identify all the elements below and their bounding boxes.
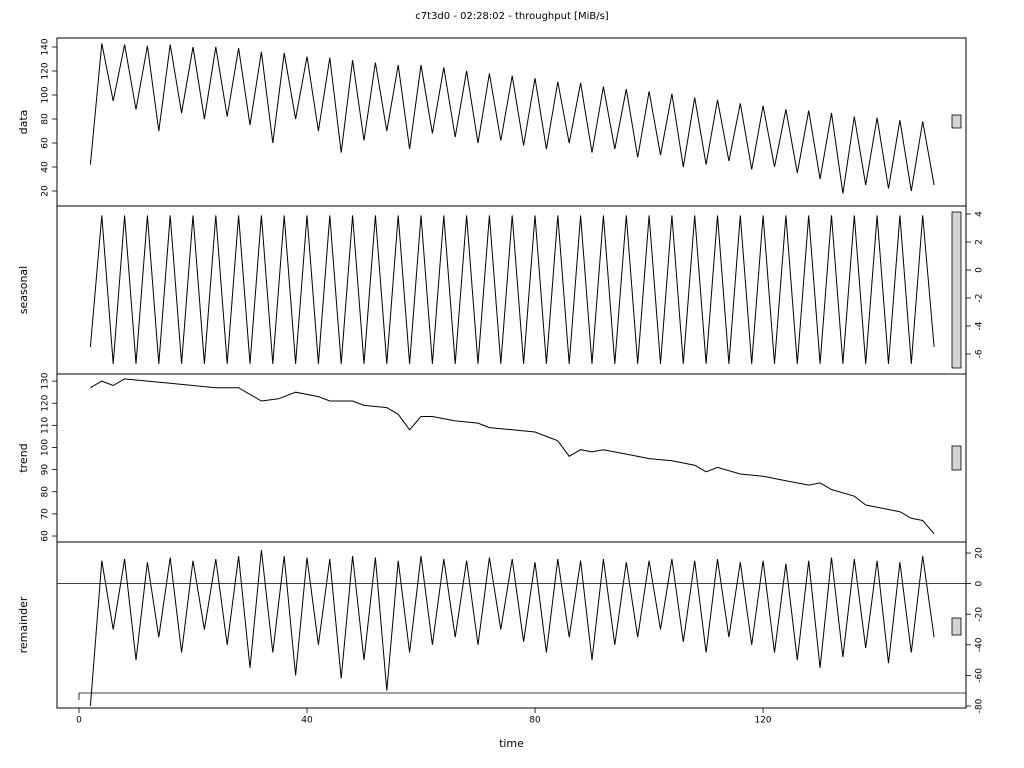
range-bar (951, 445, 962, 471)
y-tick-label: 100 (41, 86, 51, 103)
y-tick-label: 0 (975, 267, 985, 273)
y-tick-label: 2 (975, 239, 985, 245)
y-axis-label: seasonal (17, 266, 30, 314)
range-bars (951, 114, 962, 636)
y-axis-label: trend (17, 443, 30, 472)
chart-title: c7t3d0 - 02:28:02 - throughput [MiB/s] (415, 11, 609, 22)
y-tick-label: 100 (41, 439, 51, 456)
range-bar (951, 114, 962, 129)
y-axis-label: data (17, 110, 30, 135)
y-tick-label: 90 (41, 464, 51, 476)
y-tick-label: 20 (975, 547, 985, 559)
y-tick-label: 80 (41, 113, 51, 125)
y-tick-label: 0 (975, 580, 985, 586)
y-tick-label: -6 (975, 349, 985, 358)
range-bar (951, 617, 962, 636)
y-tick-label: -60 (975, 668, 985, 683)
line-series (89, 549, 935, 707)
y-tick-label: -4 (975, 321, 985, 330)
y-tick-label: 110 (41, 416, 51, 433)
y-tick-label: 60 (41, 530, 51, 542)
y-tick-label: -2 (975, 293, 985, 302)
y-tick-label: 70 (41, 508, 51, 520)
x-tick-label: 120 (754, 716, 771, 726)
line-series (89, 43, 935, 194)
line-series (89, 215, 935, 364)
y-tick-label: 4 (975, 211, 985, 217)
panel-frame (56, 541, 967, 709)
range-bar (951, 211, 962, 369)
x-tick-label: 40 (301, 716, 313, 726)
y-tick-label: 40 (41, 161, 51, 173)
y-tick-label: 20 (41, 185, 51, 197)
y-tick-label: -80 (975, 698, 985, 713)
y-tick-label: 130 (41, 372, 51, 389)
line-series (90, 378, 935, 535)
x-tick-label: 80 (529, 716, 541, 726)
y-tick-label: 80 (41, 486, 51, 498)
y-tick-label: -20 (975, 607, 985, 622)
x-tick-label: 0 (76, 716, 82, 726)
y-axis-label: remainder (17, 596, 30, 653)
y-tick-label: -40 (975, 637, 985, 652)
y-tick-label: 120 (41, 394, 51, 411)
y-tick-label: 140 (41, 38, 51, 55)
y-tick-label: 60 (41, 137, 51, 149)
y-tick-label: 120 (41, 62, 51, 79)
x-axis-label: time (499, 737, 524, 750)
